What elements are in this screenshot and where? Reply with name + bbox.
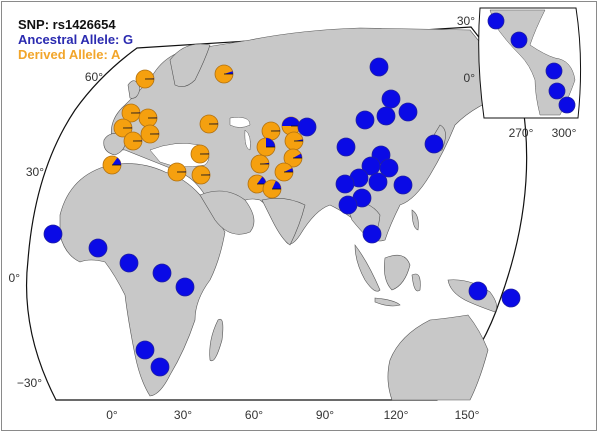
population-pies-main — [43, 57, 521, 377]
population-pie — [261, 121, 281, 141]
svg-text:0°: 0° — [464, 71, 476, 85]
population-pie — [548, 82, 566, 100]
population-pie — [487, 12, 505, 30]
legend-derived-allele: Derived Allele: A — [18, 47, 121, 62]
svg-text:270°: 270° — [509, 126, 534, 140]
population-pie — [167, 162, 187, 182]
population-pie — [545, 62, 563, 80]
svg-text:0°: 0° — [9, 271, 21, 285]
population-pie — [88, 238, 108, 258]
population-pie — [379, 158, 399, 178]
population-pie — [284, 131, 304, 151]
population-pie — [190, 144, 210, 164]
population-pie — [113, 118, 133, 138]
population-pie — [355, 110, 375, 130]
population-pie — [424, 134, 444, 154]
population-pie — [152, 263, 172, 283]
legend-ancestral-allele: Ancestral Allele: G — [18, 32, 134, 47]
population-pie — [558, 96, 576, 114]
population-pie — [140, 124, 160, 144]
population-pie — [262, 179, 282, 199]
population-pie — [368, 172, 388, 192]
svg-text:300°: 300° — [552, 126, 577, 140]
population-pie — [214, 64, 234, 84]
population-pie — [250, 154, 270, 174]
svg-text:30°: 30° — [457, 14, 475, 28]
svg-text:90°: 90° — [316, 408, 334, 422]
population-pie — [501, 288, 521, 308]
population-pie — [150, 357, 170, 377]
legend-snp-id: SNP: rs1426654 — [18, 17, 116, 32]
population-pie — [256, 137, 276, 157]
svg-text:30°: 30° — [26, 165, 44, 179]
population-pies-inset — [487, 12, 576, 114]
inset-map-labels: 270° 300° 30° 0° — [457, 14, 577, 140]
population-pie — [283, 148, 303, 168]
population-pie — [398, 102, 418, 122]
population-pie — [119, 253, 139, 273]
population-pie — [135, 340, 155, 360]
population-pie — [362, 224, 382, 244]
main-map-lat-labels: 60° 30° 0° −30° — [9, 70, 104, 390]
population-pie — [338, 195, 358, 215]
population-pie — [393, 175, 413, 195]
population-pie — [336, 137, 356, 157]
legend: SNP: rs1426654 Ancestral Allele: G Deriv… — [18, 17, 133, 62]
svg-text:60°: 60° — [85, 70, 103, 84]
population-pie — [247, 174, 267, 194]
population-pie — [175, 277, 195, 297]
svg-text:0°: 0° — [106, 408, 118, 422]
population-pie — [335, 174, 355, 194]
population-pie — [381, 89, 401, 109]
population-pie — [376, 106, 396, 126]
population-pie — [281, 116, 301, 136]
land-masses — [59, 27, 521, 401]
svg-text:150°: 150° — [455, 408, 480, 422]
population-pie — [138, 108, 158, 128]
population-pie — [297, 117, 317, 137]
svg-text:60°: 60° — [245, 408, 263, 422]
population-pie — [135, 69, 155, 89]
population-pie — [199, 114, 219, 134]
population-pie — [123, 131, 143, 151]
svg-text:−30°: −30° — [17, 376, 42, 390]
population-pie — [468, 281, 488, 301]
population-pie — [121, 103, 141, 123]
svg-text:30°: 30° — [174, 408, 192, 422]
population-pie — [274, 162, 294, 182]
svg-text:120°: 120° — [384, 408, 409, 422]
main-map-lon-labels: 0° 30° 60° 90° 120° 150° — [106, 408, 479, 422]
population-pie — [191, 165, 211, 185]
population-pie — [510, 31, 528, 49]
population-pie — [43, 224, 63, 244]
population-pie — [102, 155, 122, 175]
population-pie — [369, 57, 389, 77]
